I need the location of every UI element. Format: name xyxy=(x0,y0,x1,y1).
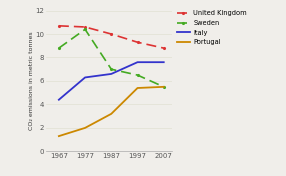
Line: Portugal: Portugal xyxy=(59,87,164,136)
Sweden xyxy=(110,68,113,70)
Line: Italy: Italy xyxy=(59,62,164,100)
Portugal xyxy=(162,86,165,88)
Italy xyxy=(136,61,139,63)
Y-axis label: CO₂ emissions in metric tonnes: CO₂ emissions in metric tonnes xyxy=(29,32,34,130)
United Kingdom xyxy=(136,41,139,43)
Sweden xyxy=(84,28,87,30)
Portugal xyxy=(84,127,87,129)
Legend: United Kingdom, Sweden, Italy, Portugal: United Kingdom, Sweden, Italy, Portugal xyxy=(174,8,250,48)
Line: United Kingdom: United Kingdom xyxy=(57,24,166,50)
Italy xyxy=(162,61,165,63)
Sweden xyxy=(136,74,139,76)
United Kingdom xyxy=(110,33,113,35)
Portugal xyxy=(57,135,61,137)
Italy xyxy=(57,99,61,101)
United Kingdom xyxy=(84,26,87,28)
Line: Sweden: Sweden xyxy=(57,28,166,89)
Sweden xyxy=(57,47,61,49)
United Kingdom xyxy=(57,25,61,27)
Portugal xyxy=(136,87,139,89)
Italy xyxy=(84,76,87,78)
Italy xyxy=(110,73,113,75)
Portugal xyxy=(110,113,113,115)
Sweden xyxy=(162,86,165,88)
United Kingdom xyxy=(162,47,165,49)
